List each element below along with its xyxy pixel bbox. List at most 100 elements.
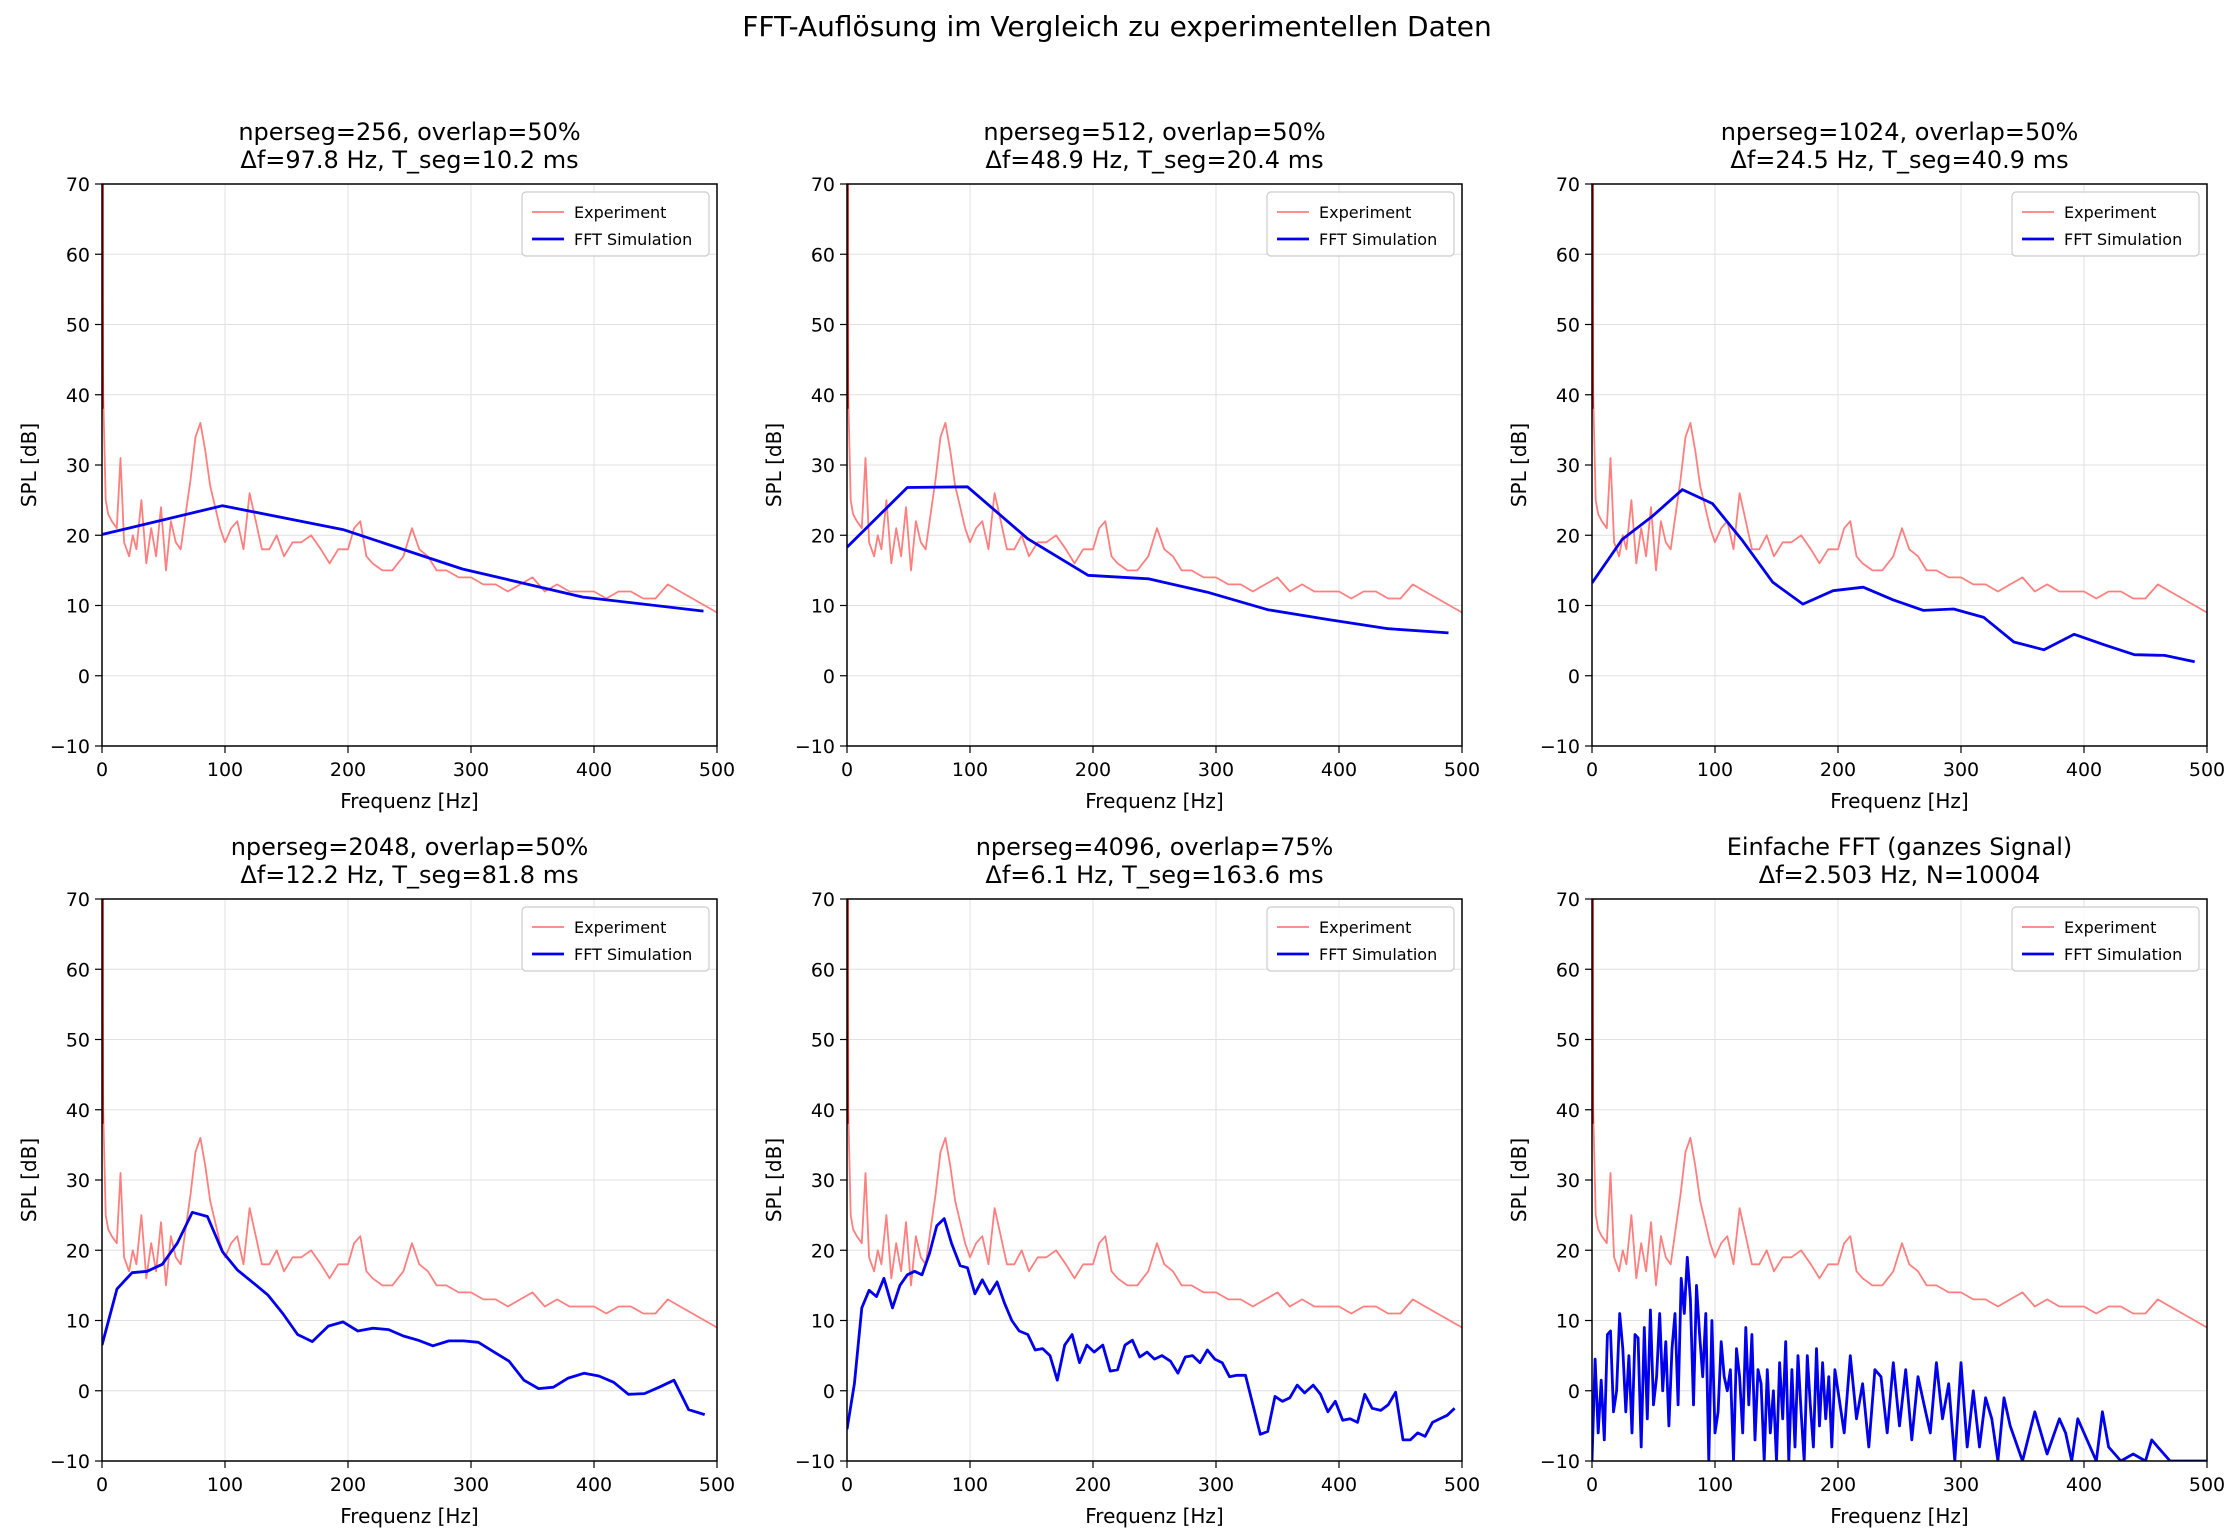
y-tick-label: 0 bbox=[823, 1381, 835, 1403]
x-tick-label: 0 bbox=[841, 1474, 853, 1496]
y-tick-label: 60 bbox=[811, 244, 835, 266]
y-tick-label: 30 bbox=[811, 1170, 835, 1192]
x-tick-label: 0 bbox=[841, 759, 853, 781]
x-tick-label: 300 bbox=[1943, 1474, 1979, 1496]
legend-label: Experiment bbox=[2064, 203, 2156, 222]
x-tick-label: 100 bbox=[1697, 1474, 1733, 1496]
chart-panel-4: 0 100 200 300 400 500 −10 0 10 20 30 40 50 60 70 Freque… bbox=[17, 833, 735, 1528]
plot-area bbox=[102, 899, 717, 1416]
y-tick-label: 20 bbox=[811, 525, 835, 547]
y-tick-label: −10 bbox=[1540, 1451, 1580, 1473]
chart-title-line: nperseg=2048, overlap=50% bbox=[231, 833, 589, 861]
x-axis-label: Frequenz [Hz] bbox=[340, 789, 479, 813]
legend-label: Experiment bbox=[574, 918, 666, 937]
y-tick-label: 40 bbox=[811, 1100, 835, 1122]
legend: Experiment FFT Simulation bbox=[2011, 191, 2200, 257]
y-tick-label: −10 bbox=[50, 736, 90, 758]
y-tick-label: 50 bbox=[811, 1030, 835, 1052]
y-tick-label: 10 bbox=[1556, 1311, 1580, 1333]
x-tick-label: 200 bbox=[330, 759, 366, 781]
y-tick-label: 50 bbox=[66, 1030, 90, 1052]
series-experiment-line bbox=[847, 184, 1462, 614]
y-axis-label: SPL [dB] bbox=[762, 1138, 786, 1222]
legend-box bbox=[2011, 906, 2200, 972]
x-tick-label: 200 bbox=[1820, 1474, 1856, 1496]
y-tick-label: 70 bbox=[811, 174, 835, 196]
legend-box bbox=[1266, 191, 1455, 257]
series-simulation-line bbox=[102, 1210, 706, 1416]
chart-panel-1: 0 100 200 300 400 500 −10 0 10 20 30 40 50 60 70 Freque… bbox=[17, 118, 735, 813]
legend: Experiment FFT Simulation bbox=[1266, 191, 1455, 257]
y-tick-label: 60 bbox=[66, 959, 90, 981]
y-tick-label: 10 bbox=[66, 1311, 90, 1333]
x-axis-label: Frequenz [Hz] bbox=[1085, 1504, 1224, 1528]
series-experiment-line bbox=[1592, 899, 2207, 1329]
series-simulation-line bbox=[847, 485, 1449, 635]
y-tick-label: 70 bbox=[66, 174, 90, 196]
legend-box bbox=[521, 191, 710, 257]
y-tick-label: 60 bbox=[1556, 244, 1580, 266]
x-axis-label: Frequenz [Hz] bbox=[340, 1504, 479, 1528]
y-tick-label: 20 bbox=[1556, 1240, 1580, 1262]
y-tick-label: 30 bbox=[1556, 1170, 1580, 1192]
legend-label: Experiment bbox=[1319, 203, 1411, 222]
x-tick-label: 0 bbox=[1586, 759, 1598, 781]
y-tick-label: 40 bbox=[1556, 385, 1580, 407]
y-tick-label: 50 bbox=[66, 315, 90, 337]
series-simulation-line bbox=[1592, 488, 2195, 664]
y-tick-label: −10 bbox=[795, 1451, 835, 1473]
legend-box bbox=[2011, 191, 2200, 257]
chart-title-line: nperseg=1024, overlap=50% bbox=[1721, 118, 2079, 146]
legend-label: FFT Simulation bbox=[2064, 945, 2182, 964]
chart-title-line: Δf=2.503 Hz, N=10004 bbox=[1759, 861, 2041, 889]
chart-panel-2: 0 100 200 300 400 500 −10 0 10 20 30 40 50 60 70 Freque… bbox=[762, 118, 1480, 813]
y-tick-label: 10 bbox=[66, 596, 90, 618]
y-tick-label: −10 bbox=[1540, 736, 1580, 758]
y-axis-label: SPL [dB] bbox=[762, 423, 786, 507]
chart-title-line: nperseg=512, overlap=50% bbox=[983, 118, 1325, 146]
x-tick-label: 200 bbox=[1075, 759, 1111, 781]
y-tick-label: 0 bbox=[78, 666, 90, 688]
y-tick-label: 60 bbox=[66, 244, 90, 266]
legend: Experiment FFT Simulation bbox=[521, 191, 710, 257]
x-tick-label: 300 bbox=[1198, 1474, 1234, 1496]
x-tick-label: 200 bbox=[330, 1474, 366, 1496]
chart-title-line: Δf=6.1 Hz, T_seg=163.6 ms bbox=[985, 861, 1323, 889]
y-tick-label: 0 bbox=[78, 1381, 90, 1403]
y-tick-label: 20 bbox=[66, 1240, 90, 1262]
x-axis-label: Frequenz [Hz] bbox=[1830, 1504, 1969, 1528]
x-tick-label: 500 bbox=[2189, 759, 2225, 781]
x-tick-label: 0 bbox=[96, 759, 108, 781]
chart-panel-5: 0 100 200 300 400 500 −10 0 10 20 30 40 50 60 70 Freque… bbox=[762, 833, 1480, 1528]
legend-label: FFT Simulation bbox=[1319, 230, 1437, 249]
legend: Experiment FFT Simulation bbox=[521, 906, 710, 972]
x-tick-label: 400 bbox=[2066, 1474, 2102, 1496]
legend-box bbox=[521, 906, 710, 972]
y-tick-label: 10 bbox=[1556, 596, 1580, 618]
legend-label: FFT Simulation bbox=[574, 945, 692, 964]
y-tick-label: −10 bbox=[50, 1451, 90, 1473]
series-experiment-line bbox=[1592, 184, 2207, 614]
legend-label: Experiment bbox=[2064, 918, 2156, 937]
legend-label: FFT Simulation bbox=[2064, 230, 2182, 249]
chart-title-line: Einfache FFT (ganzes Signal) bbox=[1727, 833, 2073, 861]
x-tick-label: 300 bbox=[453, 1474, 489, 1496]
x-axis-label: Frequenz [Hz] bbox=[1830, 789, 1969, 813]
figure-title: FFT-Auflösung im Vergleich zu experiment… bbox=[742, 10, 1492, 43]
y-tick-label: 30 bbox=[1556, 455, 1580, 477]
x-tick-label: 100 bbox=[952, 1474, 988, 1496]
x-tick-label: 0 bbox=[1586, 1474, 1598, 1496]
y-tick-label: 50 bbox=[811, 315, 835, 337]
plot-area bbox=[847, 899, 1462, 1442]
y-tick-label: 50 bbox=[1556, 315, 1580, 337]
y-tick-label: 70 bbox=[811, 889, 835, 911]
x-tick-label: 200 bbox=[1820, 759, 1856, 781]
series-simulation-line bbox=[102, 504, 704, 613]
x-tick-label: 100 bbox=[952, 759, 988, 781]
y-tick-label: 40 bbox=[811, 385, 835, 407]
chart-title-line: nperseg=4096, overlap=75% bbox=[976, 833, 1334, 861]
series-experiment-line bbox=[847, 899, 1462, 1329]
y-tick-label: 30 bbox=[811, 455, 835, 477]
chart-panel-6: 0 100 200 300 400 500 −10 0 10 20 30 40 50 60 70 Freque… bbox=[1507, 833, 2225, 1528]
